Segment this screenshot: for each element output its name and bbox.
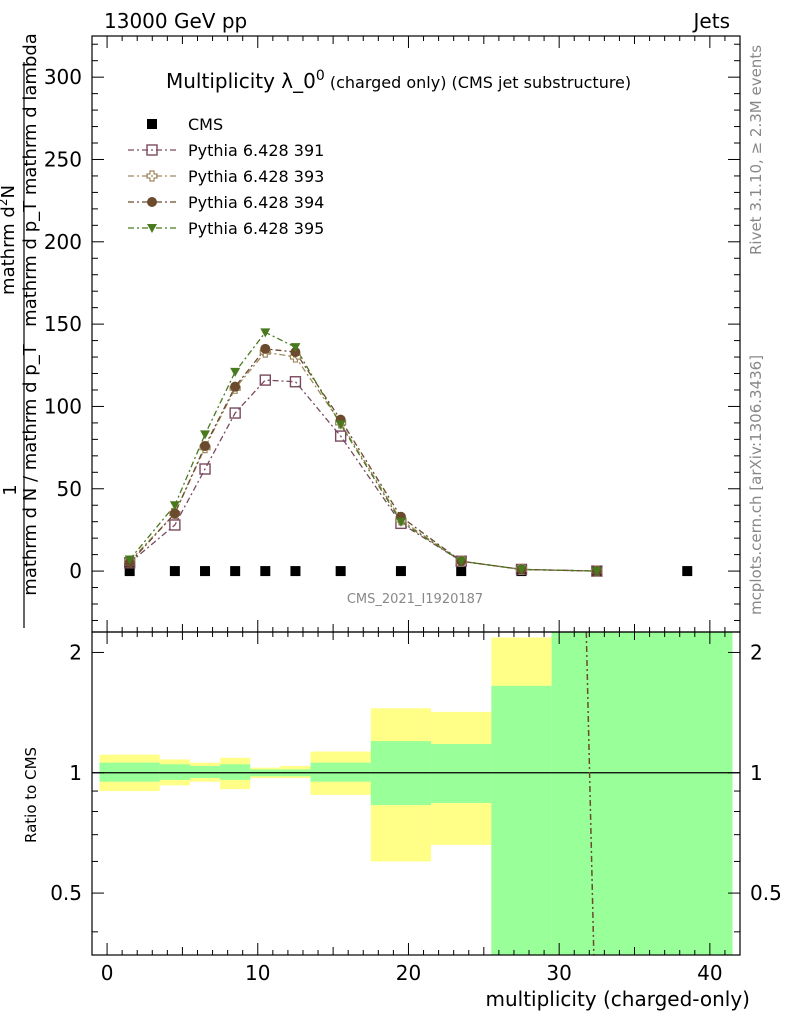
y-label-denominator: mathrm d N / mathrm d p_T	[20, 343, 41, 595]
y-tick-label: 150	[44, 312, 82, 336]
ratio-tick-label-right: 1	[750, 761, 763, 785]
data-point-mc-4	[290, 343, 301, 353]
data-point-mc-4	[516, 565, 527, 575]
ratio-stat-band	[551, 632, 733, 955]
data-point-mc-3	[230, 381, 241, 392]
legend-label-2: Pythia 6.428 393	[188, 167, 324, 186]
legend-marker-3	[147, 197, 157, 207]
data-point-cms	[200, 566, 211, 577]
data-point-cms	[230, 566, 241, 577]
series-line-3	[129, 348, 597, 572]
legend-marker-4	[147, 224, 157, 233]
axes: 0 10 20 30 40 0 50 100 150 200 250 300 0.5 0.5 1 1 2 2	[44, 35, 782, 985]
legend-label-4: Pythia 6.428 395	[188, 219, 324, 238]
data-point-mc-4	[230, 367, 241, 377]
series-line-4	[129, 331, 597, 572]
legend: CMS Pythia 6.428 391 Pythia 6.428 393 Pythi…	[128, 115, 324, 238]
watermark: CMS_2021_I1920187	[347, 592, 483, 607]
x-tick-label: 20	[396, 961, 421, 985]
title-main: Multiplicity λ_0	[166, 69, 316, 93]
data-point-mc-4	[200, 430, 211, 440]
legend-marker-0	[147, 119, 157, 129]
chart-title: Multiplicity λ_00 (charged only) (CMS je…	[166, 68, 631, 93]
ratio-tick-label: 2	[69, 640, 82, 664]
ratio-stat-band	[99, 762, 160, 782]
ratio-frame	[91, 631, 741, 956]
data-point-mc-1	[289, 376, 302, 388]
data-point-cms	[290, 566, 301, 577]
y-tick-label: 50	[57, 477, 82, 501]
y-tick-label: 300	[44, 65, 82, 89]
data-point-mc-4	[169, 501, 180, 511]
ratio-tick-label: 1	[69, 761, 82, 785]
y-axis-label: mathrm d2N mathrm d p_T mathrm d lambda …	[0, 33, 41, 628]
data-point-cms	[395, 566, 406, 577]
data-point-mc-1	[259, 374, 272, 386]
x-tick-label: 0	[101, 961, 114, 985]
series-line-2	[129, 351, 597, 572]
data-point-mc-4	[395, 517, 406, 527]
data-point-mc-4	[124, 555, 135, 565]
main-plot-marks	[123, 328, 693, 577]
ratio-plot-marks	[92, 631, 740, 956]
data-point-mc-3	[260, 343, 271, 354]
x-tick-label: 30	[546, 961, 571, 985]
ratio-stat-band	[189, 765, 221, 779]
y-tick-label: 200	[44, 230, 82, 254]
y-label-numerator-bottom: mathrm d p_T mathrm d lambda	[20, 33, 41, 327]
data-point-mc-4	[456, 557, 467, 567]
legend-label-1: Pythia 6.428 391	[188, 141, 324, 160]
ratio-tick-label-right: 0.5	[750, 881, 782, 905]
data-point-mc-4	[591, 567, 602, 577]
ratio-stat-band	[491, 685, 552, 955]
ratio-stat-band	[159, 764, 190, 780]
data-point-cms	[335, 566, 346, 577]
y-label-numerator-top: mathrm d2N	[0, 185, 19, 295]
ratio-tick-label: 0.5	[50, 881, 82, 905]
ratio-stat-band	[220, 764, 251, 780]
y-tick-label: 100	[44, 394, 82, 418]
data-point-cms	[169, 566, 180, 577]
y-tick-label: 250	[44, 147, 82, 171]
data-point-cms	[260, 566, 271, 577]
data-point-mc-4	[335, 420, 346, 430]
ratio-bands	[99, 632, 733, 955]
x-axis-label: multiplicity (charged-only)	[485, 987, 750, 1011]
rivet-label: Rivet 3.1.10, ≥ 2.3M events	[747, 45, 765, 255]
data-point-mc-1	[229, 407, 241, 419]
legend-marker-2	[146, 170, 158, 182]
legend-marker-2-shape	[146, 170, 158, 182]
ratio-stat-band	[310, 762, 371, 782]
data-point-mc-1	[334, 430, 347, 442]
data-point-cms	[682, 566, 693, 577]
x-tick-label: 10	[245, 961, 270, 985]
data-point-mc-1	[199, 463, 211, 475]
title-superscript: 0	[316, 68, 325, 84]
data-point-mc-3	[200, 440, 211, 451]
legend-label-3: Pythia 6.428 394	[188, 193, 324, 212]
mcplots-label: mcplots.cern.ch [arXiv:1306.3436]	[747, 355, 765, 615]
data-point-mc-1	[169, 519, 181, 531]
ratio-stat-band	[431, 744, 492, 804]
data-point-mc-3	[169, 508, 180, 519]
ratio-y-label: Ratio to CMS	[22, 747, 40, 843]
x-tick-label: 40	[697, 961, 722, 985]
data-point-mc-4	[260, 328, 271, 338]
legend-label-0: CMS	[188, 115, 223, 134]
data-point-cms	[124, 566, 135, 577]
y-label-one: 1	[0, 484, 21, 495]
series-line-1	[129, 379, 597, 572]
header-right: Jets	[692, 9, 730, 33]
legend-marker-1	[146, 144, 158, 156]
ratio-tick-label-right: 2	[750, 640, 763, 664]
data-point-cms	[456, 566, 467, 577]
title-rest: (charged only) (CMS jet substructure)	[325, 73, 631, 92]
ratio-mc-line	[585, 631, 595, 956]
header-left: 13000 GeV pp	[104, 9, 247, 33]
y-tick-label: 0	[69, 559, 82, 583]
